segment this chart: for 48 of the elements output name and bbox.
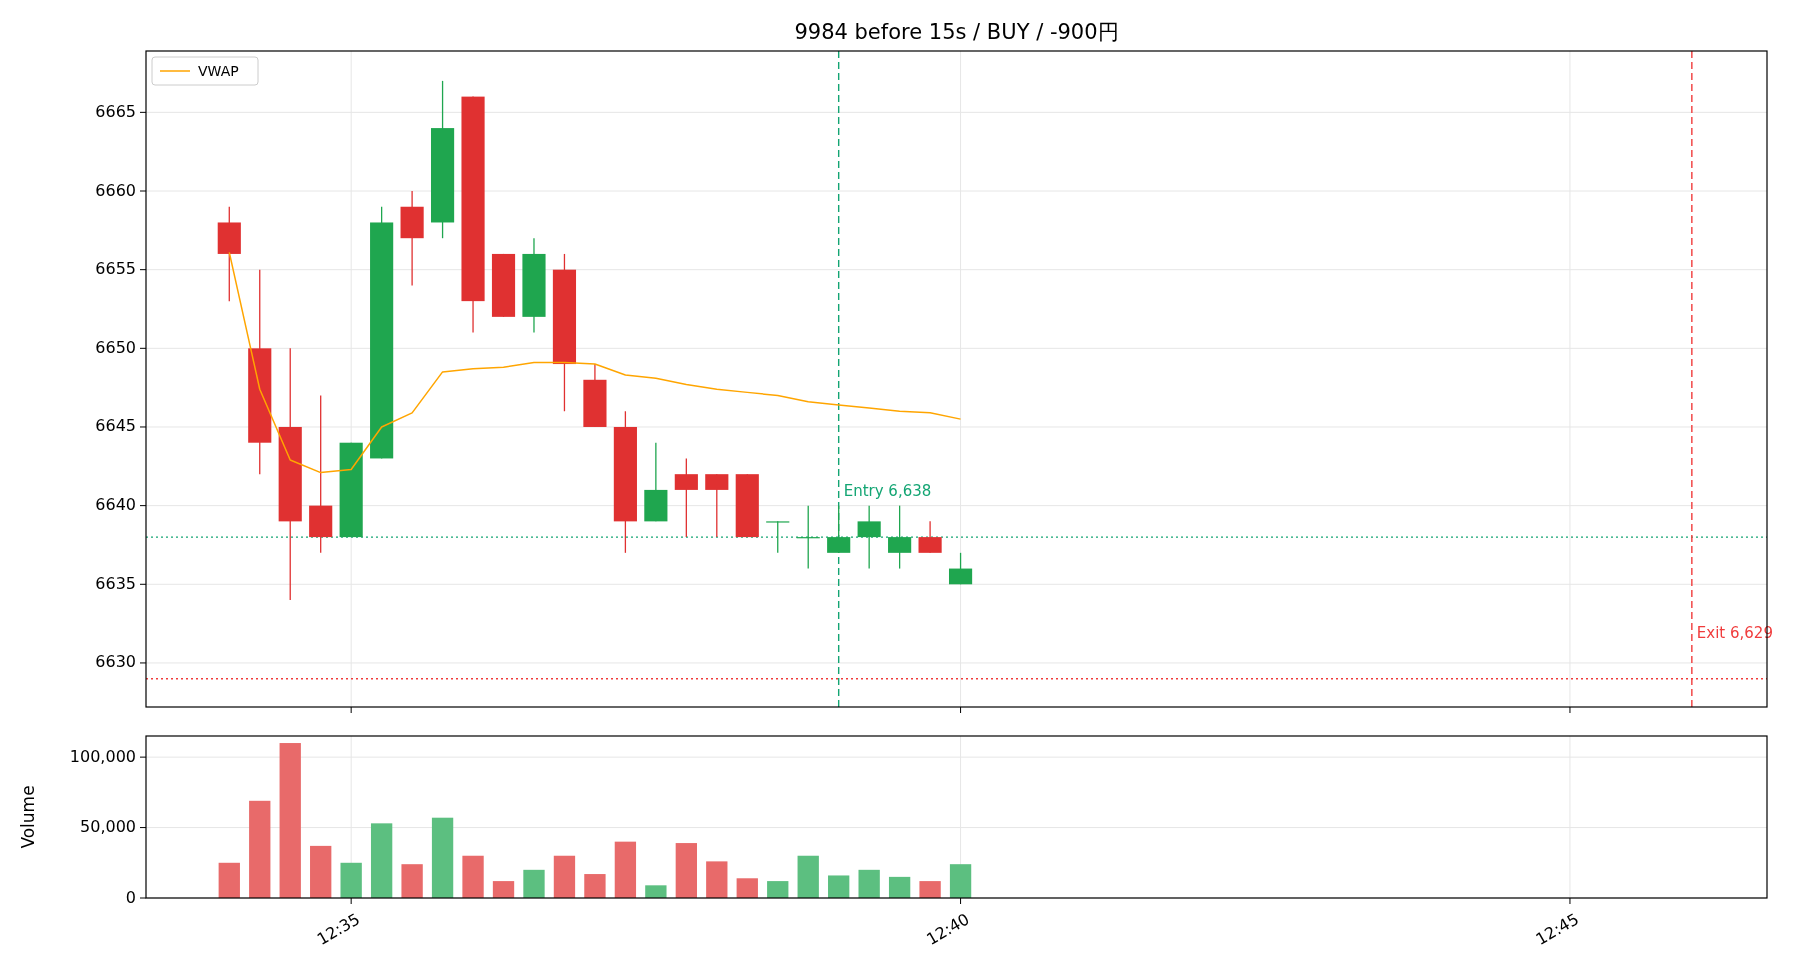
bar (401, 864, 423, 898)
bar (645, 885, 667, 898)
bar (310, 845, 332, 898)
bar (340, 862, 362, 898)
y-tick-label: 50,000 (80, 817, 136, 837)
candlestick (948, 552, 973, 585)
bar (767, 881, 789, 898)
bar (553, 855, 576, 898)
candlestick (705, 473, 729, 538)
bar (706, 861, 728, 898)
y-tick-label: 6635 (95, 573, 136, 593)
y-tick-label: 6655 (95, 259, 136, 279)
bar (919, 881, 941, 898)
bar (675, 843, 697, 898)
chart-title: 9984 before 15s / BUY / -900円 (794, 20, 1119, 44)
y-tick-label: 6645 (95, 416, 136, 436)
bar (218, 862, 240, 898)
bar (888, 876, 911, 898)
bar (370, 823, 393, 898)
candlestick (918, 520, 942, 554)
candlestick (857, 504, 881, 570)
legend-label: VWAP (198, 63, 239, 79)
bar (249, 800, 271, 898)
y-tick-label: 6630 (95, 652, 136, 672)
bar (492, 881, 515, 898)
candlestick (766, 520, 790, 554)
candlestick (674, 457, 698, 538)
bar (736, 878, 758, 898)
bar (462, 855, 484, 898)
y-tick-label: 6665 (95, 101, 136, 121)
ref-line-label: Entry 6,638 (843, 482, 932, 501)
y-axis-title: Volume (18, 785, 38, 849)
bar (858, 869, 880, 898)
bar (584, 874, 606, 898)
y-tick-label: 0 (125, 887, 136, 907)
bar (949, 864, 972, 898)
bar (614, 841, 637, 898)
y-tick-label: 6640 (95, 495, 136, 515)
bar (431, 817, 454, 898)
y-tick-label: 6650 (95, 337, 136, 357)
y-tick-label: 6660 (95, 180, 136, 200)
bar (523, 869, 545, 898)
bar (797, 855, 819, 898)
candlestick (827, 504, 851, 554)
y-tick-label: 100,000 (69, 746, 136, 766)
bar (828, 875, 850, 898)
candlestick (888, 504, 912, 570)
bar (279, 743, 301, 898)
